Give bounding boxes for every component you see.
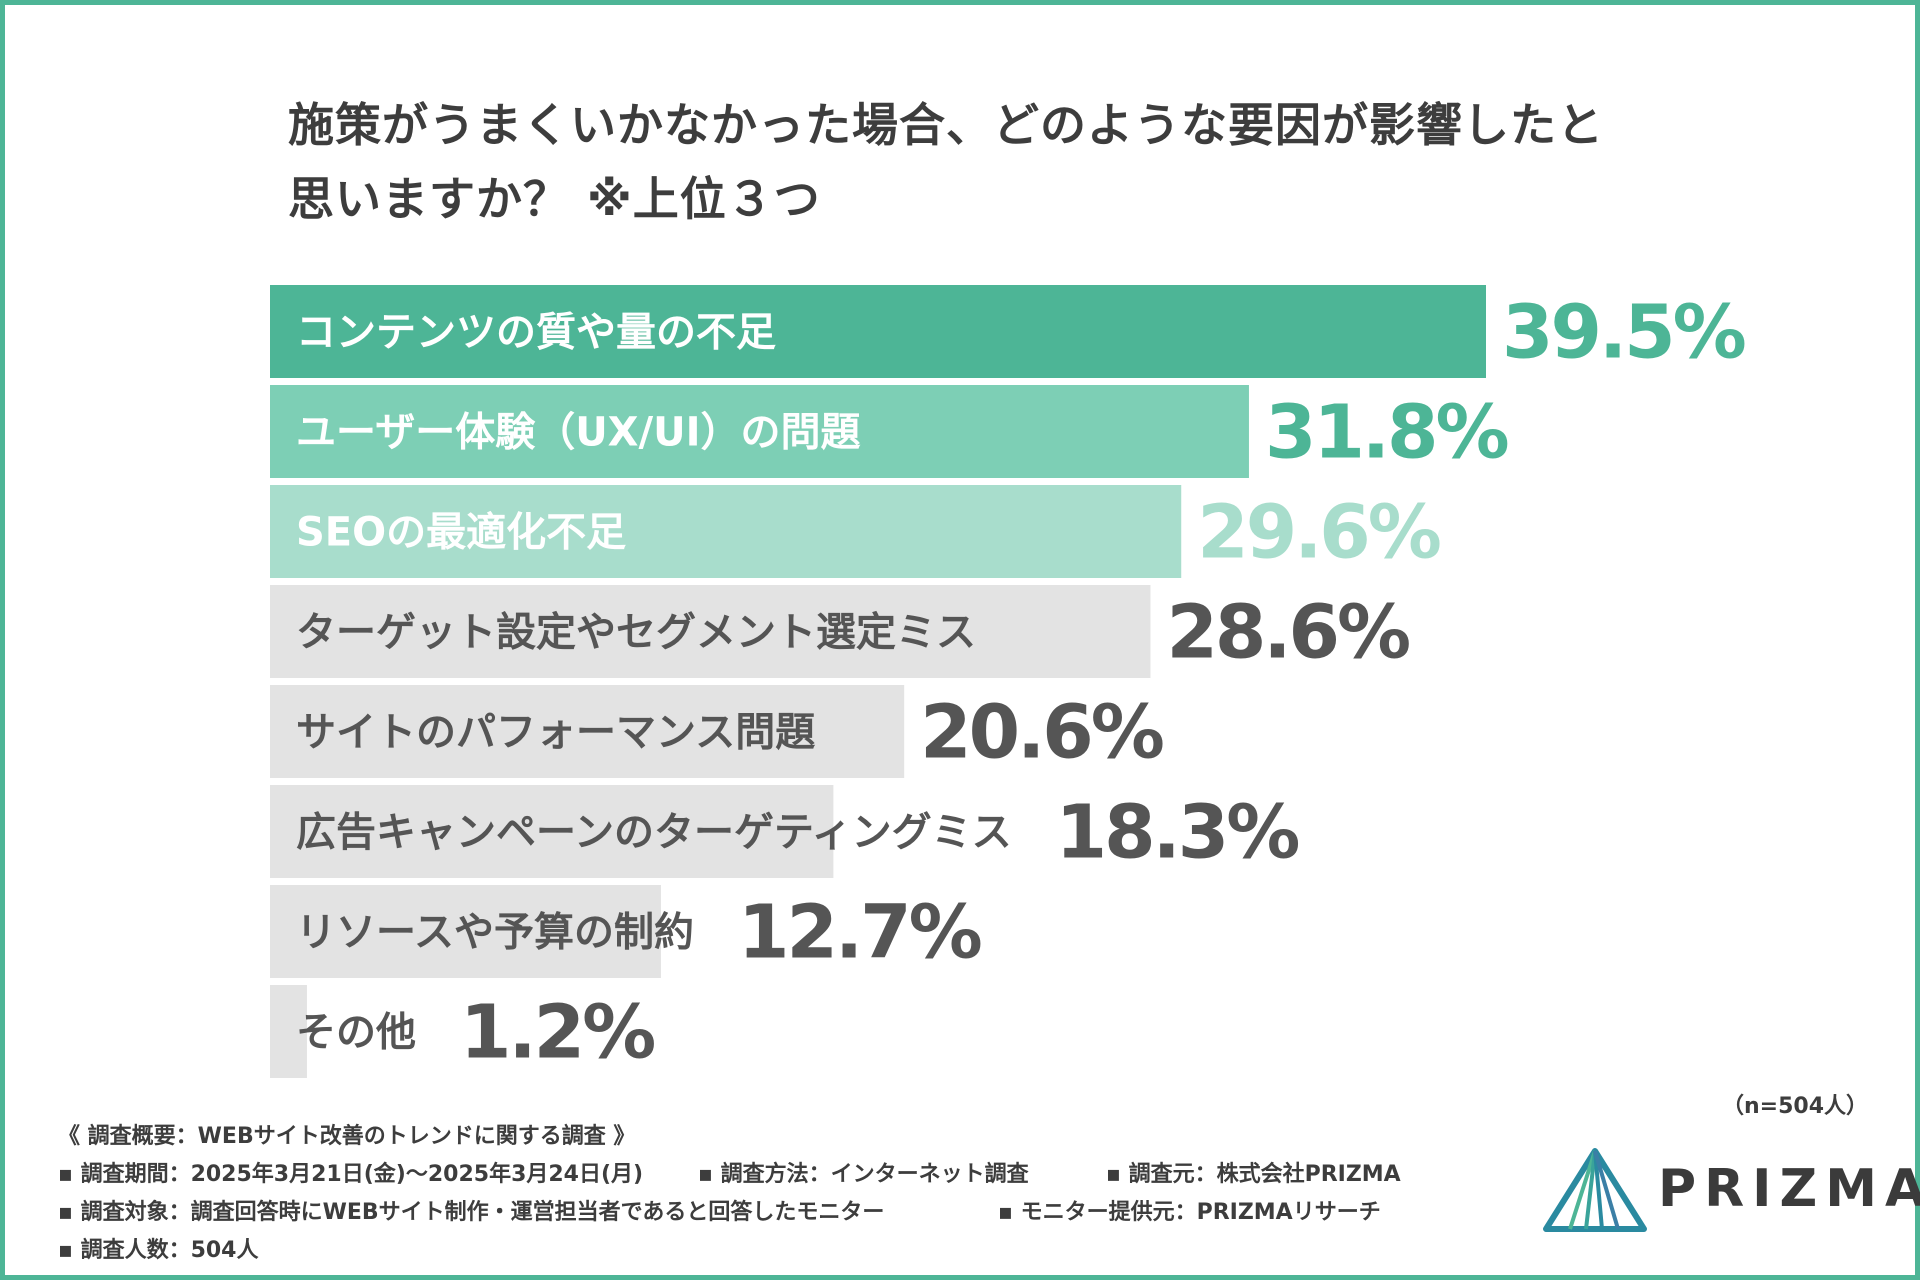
survey-period: ▪ 調査期間：2025年3月21日(金)〜2025年3月24日(月) [58,1162,644,1187]
bar-label-7: リソースや予算の制約 [296,910,694,956]
survey-heading: 《 調査概要：WEBサイト改善のトレンドに関する調査 》 [58,1124,636,1149]
value-label-8: 1.2% [460,990,654,1076]
survey-footer: 《 調査概要：WEBサイト改善のトレンドに関する調査 》 ▪ 調査期間：2025… [58,1118,1518,1270]
value-label-5: 20.6% [920,690,1163,776]
value-label-7: 12.7% [738,890,981,976]
bar-label-4: ターゲット設定やセグメント選定ミス [296,610,976,656]
bar-1 [270,285,1486,378]
bar-label-8: その他 [296,1010,416,1056]
bar-label-6: 広告キャンペーンのターゲティングミス [296,810,1012,856]
survey-target: ▪ 調査対象：調査回答時にWEBサイト制作・運営担当者であると回答したモニター [58,1200,885,1225]
prizma-logo: PRIZMA [1540,1145,1920,1235]
value-label-4: 28.6% [1166,590,1409,676]
title-line-1: 施策がうまくいかなかった場合、どのような要因が影響したと [288,98,1604,152]
bar-7 [270,885,661,978]
survey-provider: ▪ モニター提供元：PRIZMAリサーチ [998,1200,1381,1225]
title-line-2: 思いますか？ ※上位３つ [288,172,821,226]
survey-method: ▪ 調査方法：インターネット調査 [698,1162,1029,1187]
bar-2 [270,385,1249,478]
bar-label-2: ユーザー体験（UX/UI）の問題 [296,410,861,456]
value-label-2: 31.8% [1265,390,1508,476]
bar-label-3: SEOの最適化不足 [296,510,626,556]
value-label-6: 18.3% [1056,790,1299,876]
sample-size: （n=504人） [1722,1094,1869,1119]
prizma-logo-icon [1543,1148,1647,1232]
survey-source: ▪ 調査元：株式会社PRIZMA [1106,1162,1401,1187]
prizma-logo-text: PRIZMA [1658,1159,1920,1219]
bar-4 [270,585,1151,678]
bar-label-1: コンテンツの質や量の不足 [296,310,776,356]
bar-label-5: サイトのパフォーマンス問題 [296,710,815,756]
survey-count: ▪ 調査人数：504人 [58,1238,259,1263]
chart-title: 施策がうまくいかなかった場合、どのような要因が影響したと 思いますか？ ※上位３… [288,88,1688,236]
bar-3 [270,485,1182,578]
bar-5 [270,685,905,778]
bar-6 [270,785,834,878]
value-label-1: 39.5% [1502,290,1745,376]
value-label-3: 29.6% [1197,490,1440,576]
bar-8 [270,985,307,1078]
